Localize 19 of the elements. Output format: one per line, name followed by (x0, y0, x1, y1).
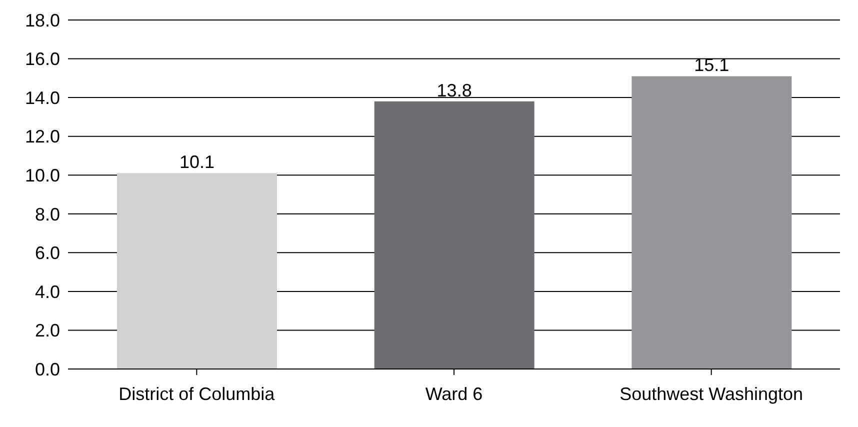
y-tick-label: 2.0 (34, 320, 60, 341)
data-label: 13.8 (436, 80, 472, 100)
data-label: 15.1 (694, 55, 730, 76)
y-tick-label: 14.0 (24, 88, 60, 108)
y-tick-label: 10.0 (24, 166, 60, 186)
x-tick-label: District of Columbia (118, 384, 276, 404)
y-tick-label: 8.0 (34, 204, 60, 224)
y-tick-label: 12.0 (24, 126, 60, 147)
y-tick-label: 18.0 (24, 10, 60, 30)
bar (374, 101, 534, 369)
x-tick-label: Southwest Washington (620, 384, 804, 404)
data-label: 10.1 (179, 152, 215, 172)
y-tick-label: 4.0 (34, 282, 60, 302)
y-tick-label: 6.0 (34, 243, 60, 264)
y-tick-label: 16.0 (24, 49, 60, 70)
bar (632, 76, 792, 369)
x-tick-label: Ward 6 (425, 384, 483, 404)
y-tick-label: 0.0 (34, 359, 60, 380)
bar (117, 173, 277, 369)
